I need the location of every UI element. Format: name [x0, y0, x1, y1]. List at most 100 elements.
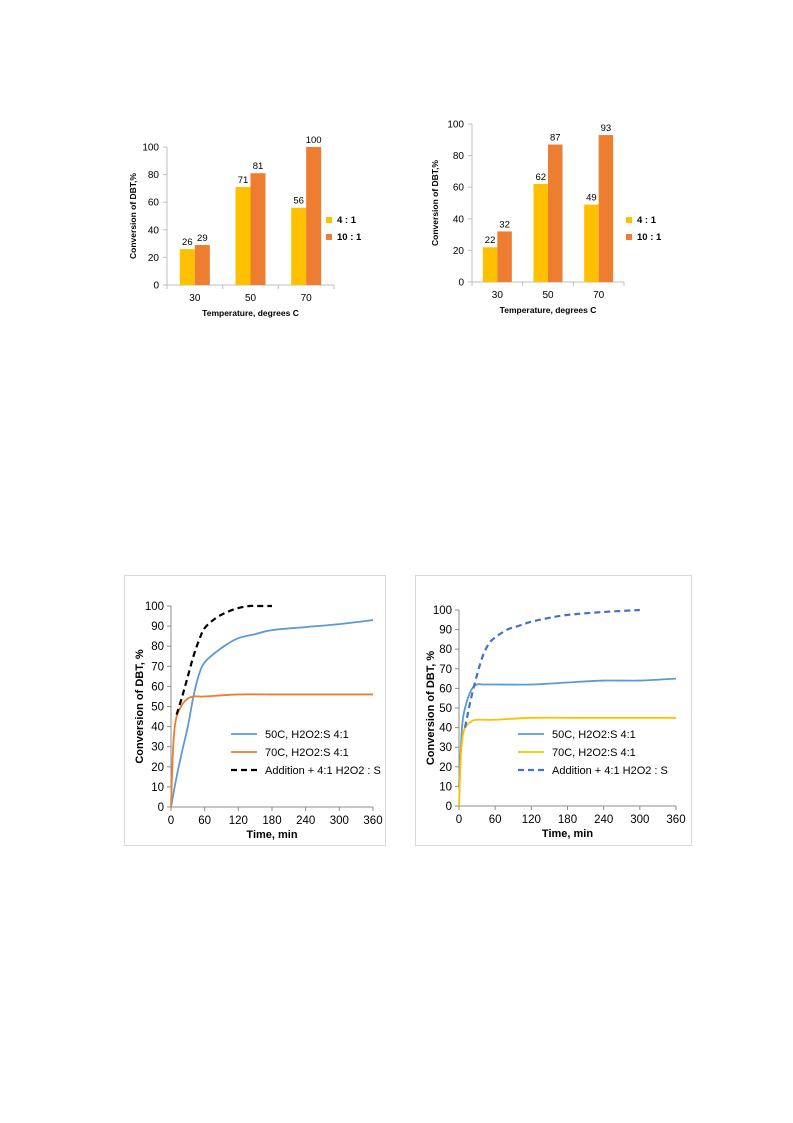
data-label: 62	[535, 172, 546, 183]
legend-swatch	[326, 234, 332, 240]
y-tick-label: 30	[439, 742, 452, 754]
bar	[533, 184, 548, 282]
x-tick-label: 240	[296, 815, 315, 827]
bar	[598, 135, 614, 282]
y-tick-label: 10	[439, 781, 452, 793]
x-tick-label: 50	[542, 290, 554, 301]
y-tick-label: 40	[151, 722, 164, 734]
data-label: 22	[485, 235, 496, 246]
y-tick-label: 10	[151, 782, 164, 794]
bar	[194, 244, 210, 285]
legend-label: 50C, H2O2:S 4:1	[552, 729, 636, 741]
y-tick-label: 70	[439, 664, 452, 676]
bar-chart-1-svg: 0 20 40 60 80 100 30 50 70 26 71 56 29 81 100 Temperatu…	[128, 135, 362, 318]
x-tick-label: 60	[198, 815, 211, 827]
y-tick-label: 0	[153, 281, 159, 292]
x-axis-title: Time, min	[542, 828, 593, 840]
legend-label: Addition + 4:1 H2O2 : S	[552, 765, 668, 777]
bar	[179, 249, 195, 285]
bar	[482, 247, 498, 282]
x-tick-label: 120	[522, 814, 541, 826]
bar	[250, 173, 266, 285]
data-label: 71	[238, 175, 249, 186]
y-tick-label: 0	[446, 801, 452, 813]
y-tick-label: 20	[148, 253, 160, 264]
y-tick-label: 30	[151, 742, 164, 754]
x-tick-label: 60	[489, 814, 502, 826]
x-tick-label: 360	[666, 814, 685, 826]
x-tick-label: 180	[262, 815, 281, 827]
legend-label: 70C, H2O2:S 4:1	[265, 747, 349, 759]
y-tick-label: 0	[458, 278, 464, 289]
x-tick-label: 50	[245, 293, 257, 304]
line-chart-1: 0 10 20 30 40 50 60 70 80 90 100 0 60 120 180 240 300 360…	[124, 575, 386, 846]
x-tick-label: 0	[168, 815, 174, 827]
series-line	[463, 608, 640, 728]
legend-label: 4 : 1	[337, 215, 357, 226]
data-label: 49	[586, 193, 597, 204]
bar	[291, 207, 307, 285]
series-line	[170, 693, 373, 808]
y-tick-label: 20	[151, 762, 164, 774]
y-tick-label: 100	[142, 143, 159, 154]
bar	[306, 147, 322, 285]
legend-swatch	[626, 217, 632, 223]
series-line	[170, 619, 374, 808]
data-label: 26	[182, 237, 193, 248]
data-label: 29	[197, 233, 208, 244]
y-tick-label: 70	[151, 661, 164, 673]
y-axis-title: Conversion of DBT, %	[425, 651, 437, 766]
y-tick-label: 60	[439, 683, 452, 695]
bar-chart-2: 0 20 40 60 80 100 30 50 70 22 62 49 32 87 93 Temperatur…	[418, 110, 668, 320]
y-tick-label: 100	[433, 605, 452, 617]
y-tick-label: 100	[447, 120, 464, 131]
x-tick-label: 360	[363, 815, 382, 827]
data-label: 32	[499, 219, 510, 230]
legend-swatch	[326, 217, 332, 223]
bar-chart-1: 0 20 40 60 80 100 30 50 70 26 71 56 29 81 100 Temperatu…	[120, 118, 380, 328]
x-axis-title: Time, min	[246, 829, 297, 841]
y-tick-label: 90	[439, 625, 452, 637]
y-tick-label: 20	[439, 762, 452, 774]
line-chart-2-svg: 0 10 20 30 40 50 60 70 80 90 100 0 60 120 180 240 300 360…	[425, 605, 686, 840]
legend-swatch	[626, 234, 632, 240]
legend-label: Addition + 4:1 H2O2 : S	[265, 765, 381, 777]
x-tick-label: 70	[301, 293, 313, 304]
y-tick-label: 60	[453, 183, 465, 194]
x-tick-label: 240	[594, 814, 613, 826]
line-chart-1-svg: 0 10 20 30 40 50 60 70 80 90 100 0 60 120 180 240 300 360…	[134, 601, 383, 841]
x-axis-title: Temperature, degrees C	[202, 308, 299, 318]
legend-label: 10 : 1	[637, 232, 662, 243]
data-label: 100	[306, 135, 322, 146]
y-tick-label: 90	[151, 621, 164, 633]
x-tick-label: 0	[456, 814, 462, 826]
x-tick-label: 300	[330, 815, 349, 827]
y-axis-title: Conversion of DBT, %	[134, 649, 146, 764]
series-line	[458, 716, 676, 807]
y-tick-label: 80	[148, 170, 160, 181]
x-tick-label: 300	[630, 814, 649, 826]
series-line	[458, 677, 677, 787]
bar	[584, 204, 599, 282]
y-tick-label: 40	[439, 723, 452, 735]
bar	[497, 231, 512, 282]
x-tick-label: 30	[189, 293, 201, 304]
legend-label: 70C, H2O2:S 4:1	[552, 747, 636, 759]
line-chart-2: 0 10 20 30 40 50 60 70 80 90 100 0 60 120 180 240 300 360…	[415, 575, 692, 846]
series-line	[175, 604, 272, 715]
data-label: 87	[550, 133, 561, 144]
y-tick-label: 80	[453, 151, 465, 162]
y-tick-label: 50	[439, 703, 452, 715]
y-tick-label: 60	[151, 681, 164, 693]
bar	[235, 187, 251, 285]
x-tick-label: 70	[593, 290, 605, 301]
x-tick-label: 120	[229, 815, 248, 827]
bar-chart-2-svg: 0 20 40 60 80 100 30 50 70 22 62 49 32 87 93 Temperatur…	[430, 120, 662, 316]
y-tick-label: 40	[453, 214, 465, 225]
legend-label: 10 : 1	[337, 232, 362, 243]
y-tick-label: 60	[148, 198, 160, 209]
x-tick-label: 180	[558, 814, 577, 826]
data-label: 56	[293, 196, 304, 207]
y-tick-label: 100	[145, 601, 164, 613]
x-tick-label: 30	[492, 290, 504, 301]
